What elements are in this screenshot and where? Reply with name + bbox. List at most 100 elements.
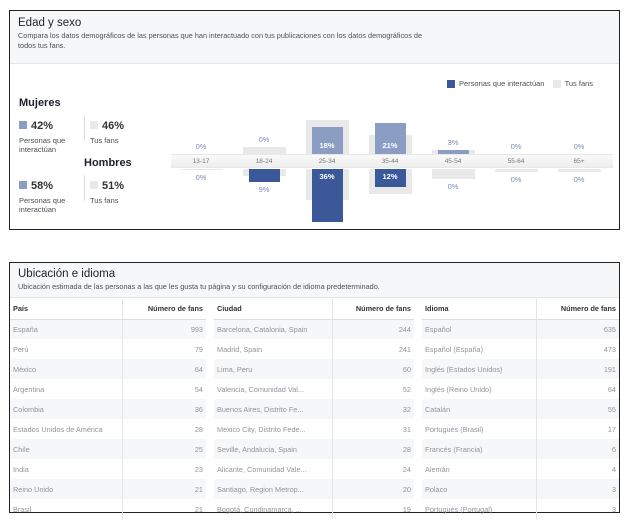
fans-count-cell: 36 [121,399,206,419]
name-cell: Seville, Andalucia, Spain [214,439,332,459]
fans-count-cell: 19 [331,499,414,519]
age-tick-label: 55-64 [507,158,525,165]
age-tick-label: 35-44 [381,158,399,165]
name-cell: Bogotá, Cundinamarca, ... [217,504,302,514]
table-header: Idioma Número de fans [422,299,619,320]
table-row: Catalán 55 [422,399,619,419]
age-tick-label: 65+ [573,158,585,165]
fans-count-cell: 54 [121,379,206,399]
women-interact-bar [375,122,406,154]
table-row: Francés (Francia) 6 [422,439,619,459]
men-data-label: 0% [510,174,522,184]
name-cell: Mexico City, Distrito Fede... [217,424,306,434]
men-interact-bar [312,169,343,223]
table-row: Argentina 54 [10,379,206,399]
language-table: Idioma Número de fans Español 635 Español (E… [422,299,619,519]
column-header[interactable]: País [10,299,122,320]
women-fans-swatch [90,120,98,129]
table-row: Portugués (Portugal) 3 [422,499,619,519]
fans-count-cell: 6 [536,439,619,459]
section-title: Ubicación e idioma [18,268,116,280]
column-header[interactable]: Ciudad [214,299,332,320]
name-cell: Perú [13,344,29,354]
fans-count-cell: 28 [121,419,206,439]
column-header[interactable]: Número de fans [121,299,206,320]
women-interact-swatch [19,120,27,129]
fans-count-cell: 24 [331,459,414,479]
name-cell: España [10,319,122,339]
men-interact-pct: 58% [31,180,54,192]
name-cell: Español [422,319,537,339]
name-cell: Brasil [13,504,32,514]
name-cell: Valencia, Comunidad Val... [217,384,304,394]
men-fans-pct: 51% [102,180,125,192]
table-row: Mexico City, Distrito Fede... 31 [214,419,414,439]
table-row: Colombia 36 [10,399,206,419]
legend-fans: Tus fans [564,79,594,88]
divider [84,115,85,141]
name-cell: Inglés (Reino Unido) [425,384,492,394]
men-interact-swatch [19,180,27,189]
fans-count-cell: 20 [331,479,414,499]
section-title: Edad y sexo [18,17,82,29]
table-row: Bogotá, Cundinamarca, ... 19 [214,499,414,519]
women-interact-label: Personas que interactúan [19,136,66,154]
age-axis [171,154,613,168]
women-data-label: 18% [319,141,335,150]
men-interact-label: Personas que interactúan [19,196,66,214]
name-cell: Español (España) [425,344,484,354]
table-row: Alicante, Comunidad Vale... 24 [214,459,414,479]
fans-count-cell: 3 [536,499,619,519]
table-row: Seville, Andalucia, Spain 28 [214,439,414,459]
fans-count-cell: 473 [536,339,619,359]
table-row: Brasil 21 [10,499,206,519]
name-cell: Alicante, Comunidad Vale... [217,464,307,474]
name-cell: México [10,359,122,379]
name-cell: Catalán [422,399,537,419]
men-interact-bar [375,169,406,187]
fans-count-cell: 21 [121,479,206,499]
men-fans-bar [432,169,475,180]
age-tick-label: 18-24 [255,158,273,165]
fans-count-cell: 31 [331,419,414,439]
name-cell: Portugués (Portugal) [425,504,493,514]
legend-fans-swatch [552,80,561,89]
women-data-label: 0% [510,142,522,151]
chart-legend: Personas que interactúan Tus fans [447,79,597,89]
age-gender-card: Edad y sexo Compara los datos demográfic… [9,10,620,230]
section-subtitle: Compara los datos demográficos de las pe… [18,31,423,50]
women-data-label: 3% [447,137,459,147]
table-row: Valencia, Comunidad Val... 52 [214,379,414,399]
women-data-label: 0% [258,134,270,144]
men-data-label: 12% [382,172,398,181]
men-data-label: 0% [195,173,207,183]
age-tick-label: 25-34 [318,158,336,165]
name-cell: Madrid, Spain [217,344,263,354]
fans-count-cell: 79 [121,339,206,359]
fans-count-cell: 55 [536,399,619,419]
table-row: Español 635 [422,319,619,339]
name-cell: India [13,464,29,474]
name-cell: Santiago, Region Metrop... [214,479,332,499]
table-row: Portugués (Brasil) 17 [422,419,619,439]
city-table: Ciudad Número de fans Barcelona, Catalonia… [214,299,414,519]
table-row: Alemán 4 [422,459,619,479]
legend-interact-swatch [447,80,455,89]
name-cell: Chile [10,439,122,459]
fans-count-cell: 52 [331,379,414,399]
column-header[interactable]: Número de fans [331,299,414,320]
men-fans-label: Tus fans [90,196,119,205]
name-cell: Lima, Peru [214,359,332,379]
name-cell: Francés (Francia) [422,439,537,459]
legend-interact: Personas que interactúan [459,79,545,88]
column-header[interactable]: Idioma [422,299,537,320]
divider [84,175,85,201]
men-interact-stat: 58% Personas que interactúan [19,176,89,214]
name-cell: Portugués (Brasil) [425,424,484,434]
age-tick-label: 13-17 [192,158,210,165]
fans-count-cell: 60 [331,359,414,379]
women-interact-pct: 42% [31,120,54,132]
table-row: México 64 [10,359,206,379]
column-header[interactable]: Número de fans [536,299,619,320]
name-cell: Argentina [13,384,45,394]
